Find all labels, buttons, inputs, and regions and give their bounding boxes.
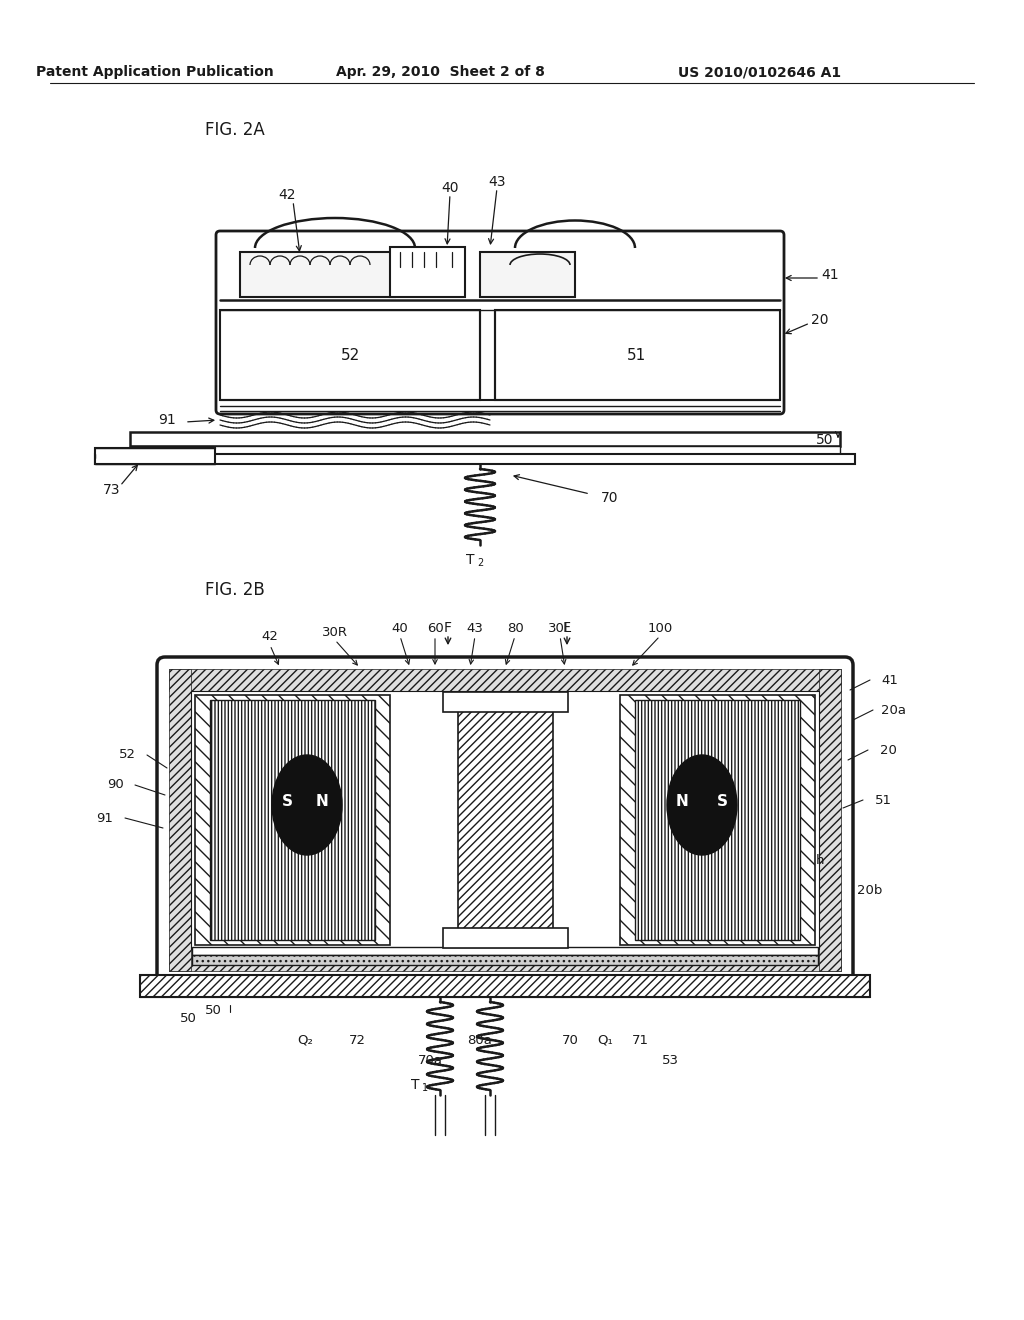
Text: 43: 43 <box>488 176 506 189</box>
Text: 80a: 80a <box>468 1034 493 1047</box>
Text: T: T <box>411 1078 419 1092</box>
Text: 51: 51 <box>628 347 646 363</box>
Text: S: S <box>282 795 293 809</box>
Text: 50: 50 <box>205 1003 221 1016</box>
Text: 40: 40 <box>441 181 459 195</box>
Text: 72: 72 <box>348 1034 366 1047</box>
Text: F: F <box>444 620 452 635</box>
FancyBboxPatch shape <box>157 657 853 983</box>
Text: Patent Application Publication: Patent Application Publication <box>36 65 273 79</box>
Text: F: F <box>563 620 571 635</box>
Bar <box>620 696 815 945</box>
Text: 30R: 30R <box>322 626 348 639</box>
Text: 2: 2 <box>477 558 483 568</box>
Text: 90: 90 <box>106 779 123 792</box>
Bar <box>443 692 568 711</box>
Text: 40: 40 <box>391 622 409 635</box>
Text: US 2010/0102646 A1: US 2010/0102646 A1 <box>679 65 842 79</box>
Text: FIG. 2B: FIG. 2B <box>205 581 265 599</box>
Text: S: S <box>717 795 727 809</box>
Text: 42: 42 <box>261 631 279 644</box>
Text: 53: 53 <box>662 1053 679 1067</box>
Text: 43: 43 <box>467 622 483 635</box>
Text: 60: 60 <box>427 622 443 635</box>
Text: Q₂: Q₂ <box>297 1034 313 1047</box>
Ellipse shape <box>272 755 342 855</box>
Text: 70: 70 <box>601 491 618 506</box>
Bar <box>130 446 840 454</box>
Bar <box>95 454 855 465</box>
Text: N: N <box>315 795 329 809</box>
Text: 91: 91 <box>158 413 176 426</box>
Text: 20: 20 <box>880 743 896 756</box>
Text: S: S <box>281 793 293 810</box>
Text: 80: 80 <box>507 622 523 635</box>
Text: 71: 71 <box>632 1034 648 1047</box>
Bar <box>240 252 395 297</box>
Bar <box>130 432 840 446</box>
Text: 41: 41 <box>882 673 898 686</box>
Text: FIG. 2A: FIG. 2A <box>205 121 265 139</box>
Text: 52: 52 <box>119 748 135 762</box>
Bar <box>195 696 390 945</box>
Bar <box>193 954 818 965</box>
Text: h: h <box>816 854 824 866</box>
Text: 51: 51 <box>874 793 892 807</box>
FancyBboxPatch shape <box>216 231 784 414</box>
Bar <box>140 975 870 997</box>
Text: 30L: 30L <box>548 622 572 635</box>
Bar <box>495 310 780 400</box>
Bar <box>635 700 800 940</box>
Text: 20: 20 <box>811 313 828 327</box>
Text: 100: 100 <box>647 622 673 635</box>
Text: T: T <box>466 553 474 568</box>
Bar <box>443 928 568 948</box>
Text: 50: 50 <box>816 433 834 447</box>
Text: N: N <box>676 795 688 809</box>
Text: N: N <box>315 793 329 810</box>
Bar <box>169 949 841 972</box>
Text: 73: 73 <box>103 483 121 498</box>
Text: 41: 41 <box>821 268 839 282</box>
Bar <box>220 310 480 400</box>
Text: 91: 91 <box>96 812 114 825</box>
Text: 42: 42 <box>279 187 296 202</box>
Text: 20a: 20a <box>881 704 905 717</box>
Bar <box>210 700 375 940</box>
Bar <box>458 692 553 948</box>
Bar <box>819 669 841 972</box>
Bar <box>480 252 575 297</box>
Bar <box>193 946 818 954</box>
Text: 20b: 20b <box>857 883 883 896</box>
Text: 70: 70 <box>561 1034 579 1047</box>
Text: 70a: 70a <box>418 1053 442 1067</box>
Bar <box>169 669 841 690</box>
Bar <box>390 247 465 297</box>
Bar <box>169 669 191 972</box>
Text: 52: 52 <box>340 347 359 363</box>
Text: Apr. 29, 2010  Sheet 2 of 8: Apr. 29, 2010 Sheet 2 of 8 <box>336 65 545 79</box>
Text: 50: 50 <box>179 1011 197 1024</box>
Bar <box>95 447 215 465</box>
Ellipse shape <box>667 755 737 855</box>
Text: Q₁: Q₁ <box>597 1034 613 1047</box>
Text: 1: 1 <box>422 1082 428 1093</box>
